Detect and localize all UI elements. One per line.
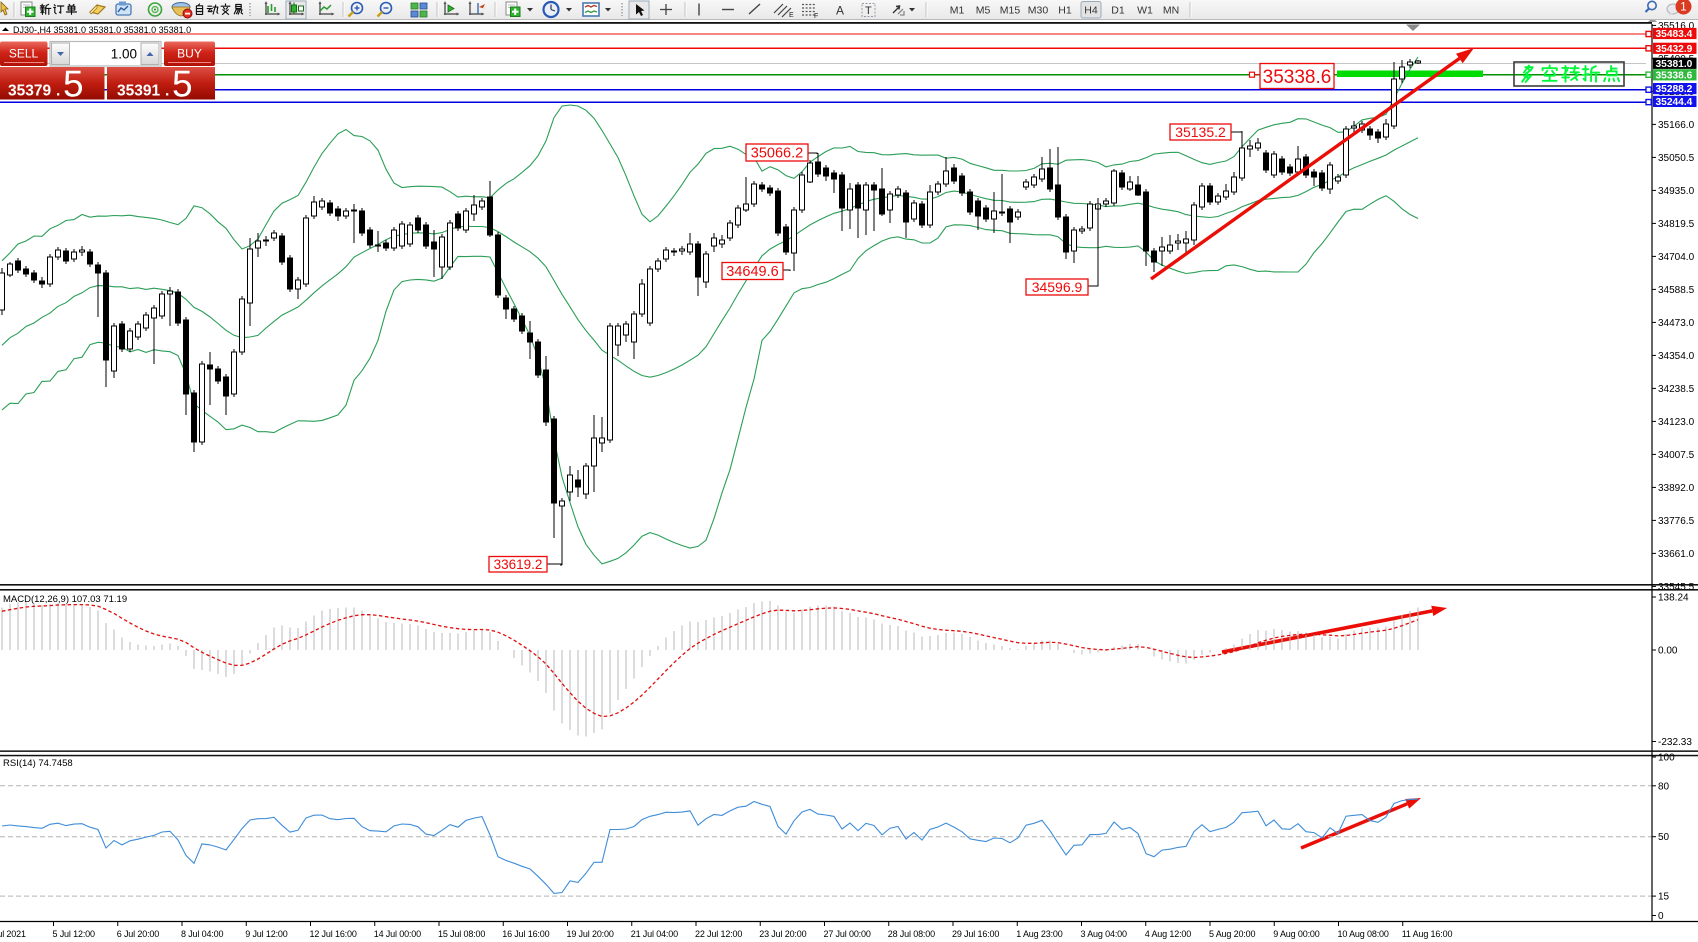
svg-text:A: A: [836, 4, 844, 18]
svg-text:3 Aug 04:00: 3 Aug 04:00: [1081, 929, 1128, 939]
svg-text:34007.5: 34007.5: [1658, 450, 1695, 461]
svg-text:23 Jul 20:00: 23 Jul 20:00: [759, 929, 806, 939]
svg-text:35288.2: 35288.2: [1656, 84, 1693, 95]
svg-text:MACD(12,26,9) 107.03 71.19: MACD(12,26,9) 107.03 71.19: [3, 594, 127, 605]
svg-text:34238.5: 34238.5: [1658, 384, 1695, 395]
svg-text:M5: M5: [976, 5, 991, 17]
svg-text:33661.0: 33661.0: [1658, 549, 1695, 560]
svg-text:35432.9: 35432.9: [1656, 44, 1693, 55]
svg-text:35135.2: 35135.2: [1175, 124, 1226, 140]
svg-text:35381.0: 35381.0: [1656, 59, 1693, 70]
svg-text:34123.0: 34123.0: [1658, 417, 1695, 428]
svg-text:5 Jul 12:00: 5 Jul 12:00: [53, 929, 96, 939]
svg-text:F: F: [814, 13, 818, 20]
svg-text:33892.0: 33892.0: [1658, 483, 1695, 494]
svg-text:35338.6: 35338.6: [1656, 70, 1693, 81]
svg-text:33619.2: 33619.2: [494, 557, 543, 572]
svg-text:35483.4: 35483.4: [1656, 29, 1693, 40]
svg-text:.: .: [165, 83, 169, 100]
svg-text:15 Jul 08:00: 15 Jul 08:00: [438, 929, 485, 939]
svg-text:M15: M15: [1000, 5, 1021, 17]
svg-text:T: T: [865, 5, 872, 17]
svg-text:14 Jul 00:00: 14 Jul 00:00: [374, 929, 421, 939]
svg-text:6 Jul 20:00: 6 Jul 20:00: [117, 929, 160, 939]
svg-text:MN: MN: [1163, 5, 1179, 17]
svg-text:22 Jul 12:00: 22 Jul 12:00: [695, 929, 742, 939]
svg-text:50: 50: [1658, 832, 1670, 843]
svg-text:.: .: [56, 83, 60, 100]
svg-text:35338.6: 35338.6: [1263, 67, 1332, 88]
svg-text:16 Jul 16:00: 16 Jul 16:00: [502, 929, 549, 939]
svg-text:H4: H4: [1084, 5, 1098, 17]
svg-text:RSI(14) 74.7458: RSI(14) 74.7458: [3, 758, 73, 769]
svg-text:34473.0: 34473.0: [1658, 318, 1695, 329]
svg-text:M1: M1: [950, 5, 965, 17]
svg-text:21 Jul 04:00: 21 Jul 04:00: [631, 929, 678, 939]
svg-text:34819.5: 34819.5: [1658, 219, 1695, 230]
svg-text:138.24: 138.24: [1658, 593, 1689, 604]
svg-text:8 Jul 04:00: 8 Jul 04:00: [181, 929, 224, 939]
svg-text:28 Jul 08:00: 28 Jul 08:00: [888, 929, 935, 939]
svg-text:35050.5: 35050.5: [1658, 153, 1695, 164]
svg-text:35516.0: 35516.0: [1658, 21, 1695, 32]
svg-text:1 Aug 23:00: 1 Aug 23:00: [1016, 929, 1063, 939]
svg-text:35379: 35379: [8, 83, 51, 100]
svg-text:9 Jul 12:00: 9 Jul 12:00: [245, 929, 288, 939]
svg-text:34935.0: 34935.0: [1658, 186, 1695, 197]
svg-text:E: E: [789, 12, 794, 19]
svg-text:35391: 35391: [117, 83, 160, 100]
svg-text:35244.4: 35244.4: [1656, 97, 1693, 108]
svg-text:29 Jul 16:00: 29 Jul 16:00: [952, 929, 999, 939]
svg-text:-232.33: -232.33: [1658, 737, 1692, 748]
svg-text:10 Aug 08:00: 10 Aug 08:00: [1338, 929, 1389, 939]
svg-text:4 Aug 12:00: 4 Aug 12:00: [1145, 929, 1192, 939]
svg-text:34704.0: 34704.0: [1658, 252, 1695, 263]
svg-text:9 Aug 00:00: 9 Aug 00:00: [1273, 929, 1320, 939]
svg-text:33776.5: 33776.5: [1658, 516, 1695, 527]
svg-text:100: 100: [1658, 753, 1675, 764]
svg-text:SELL: SELL: [9, 47, 39, 61]
svg-text:35066.2: 35066.2: [751, 146, 803, 162]
svg-text:35166.0: 35166.0: [1658, 120, 1695, 131]
svg-text:DJ30-,H4 35381.0 35381.0 3538: DJ30-,H4 35381.0 35381.0 35381.0 35381.0: [13, 25, 191, 35]
svg-text:11 Aug 16:00: 11 Aug 16:00: [1402, 929, 1453, 939]
svg-text:5: 5: [172, 64, 193, 105]
svg-text:0.00: 0.00: [1658, 646, 1678, 657]
svg-text:5: 5: [63, 64, 84, 105]
svg-text:15: 15: [1658, 892, 1670, 903]
svg-text:33545.5: 33545.5: [1658, 582, 1695, 593]
svg-text:34649.6: 34649.6: [726, 264, 778, 280]
svg-text:Jul 2021: Jul 2021: [0, 929, 26, 939]
svg-text:H1: H1: [1058, 5, 1072, 17]
svg-text:1.00: 1.00: [111, 47, 137, 62]
svg-text:80: 80: [1658, 781, 1670, 792]
svg-text:1: 1: [1680, 2, 1686, 14]
svg-text:34596.9: 34596.9: [1032, 279, 1083, 295]
svg-text:34588.5: 34588.5: [1658, 285, 1695, 296]
svg-text:19 Jul 20:00: 19 Jul 20:00: [567, 929, 614, 939]
svg-text:0: 0: [1658, 911, 1664, 922]
svg-text:12 Jul 16:00: 12 Jul 16:00: [310, 929, 357, 939]
svg-text:BUY: BUY: [177, 47, 202, 61]
svg-text:D1: D1: [1111, 5, 1125, 17]
svg-text:27 Jul 00:00: 27 Jul 00:00: [824, 929, 871, 939]
svg-text:5 Aug 20:00: 5 Aug 20:00: [1209, 929, 1256, 939]
svg-text:W1: W1: [1137, 5, 1153, 17]
svg-text:34354.0: 34354.0: [1658, 351, 1695, 362]
svg-text:M30: M30: [1028, 5, 1049, 17]
